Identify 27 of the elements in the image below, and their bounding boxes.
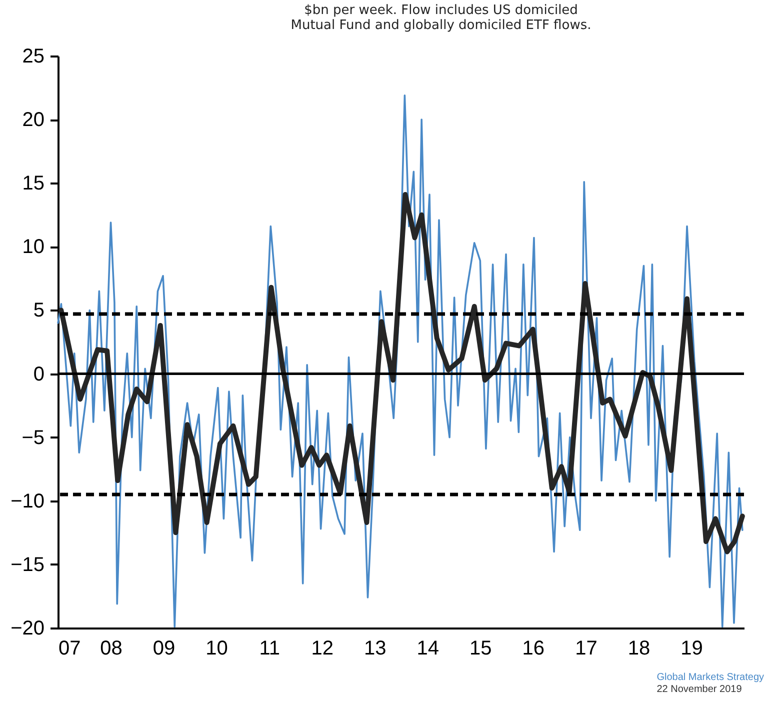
- y-tick-label: 0: [33, 363, 44, 386]
- y-tick-label: 5: [33, 300, 44, 322]
- x-tick-label: 09: [152, 638, 176, 660]
- chart-subtitle: Mutual Fund and globally domiciled ETF flows.: [290, 18, 592, 33]
- x-tick-label: 16: [522, 638, 545, 660]
- y-tick-label: 15: [22, 172, 44, 195]
- x-tick-label: 19: [680, 638, 703, 660]
- x-tick-label: 12: [311, 638, 334, 660]
- text: 22 November 2019: [656, 684, 743, 696]
- y-tick-label: 20: [22, 109, 44, 132]
- chart-title: $bn per week. Flow includes US domiciled: [304, 3, 578, 18]
- x-tick-label: 10: [206, 638, 228, 660]
- y-tick-label: −20: [10, 618, 44, 640]
- y-tick-label: −10: [10, 490, 44, 512]
- x-tick-label: 08: [100, 638, 122, 660]
- x-tick-label: 11: [259, 638, 280, 660]
- x-tick-label: 07: [58, 638, 81, 660]
- y-tick-label: 10: [22, 236, 44, 258]
- x-tick-label: 18: [628, 638, 650, 660]
- y-tick-label: 25: [22, 46, 44, 68]
- y-tick-label: −5: [22, 426, 44, 449]
- text: Global Markets Strategy: [656, 672, 764, 684]
- x-tick-label: 14: [416, 638, 440, 660]
- x-tick-label: 13: [364, 638, 386, 660]
- x-tick-label: 17: [575, 638, 598, 660]
- x-tick-label: 15: [470, 638, 492, 660]
- y-tick-label: −15: [10, 554, 44, 576]
